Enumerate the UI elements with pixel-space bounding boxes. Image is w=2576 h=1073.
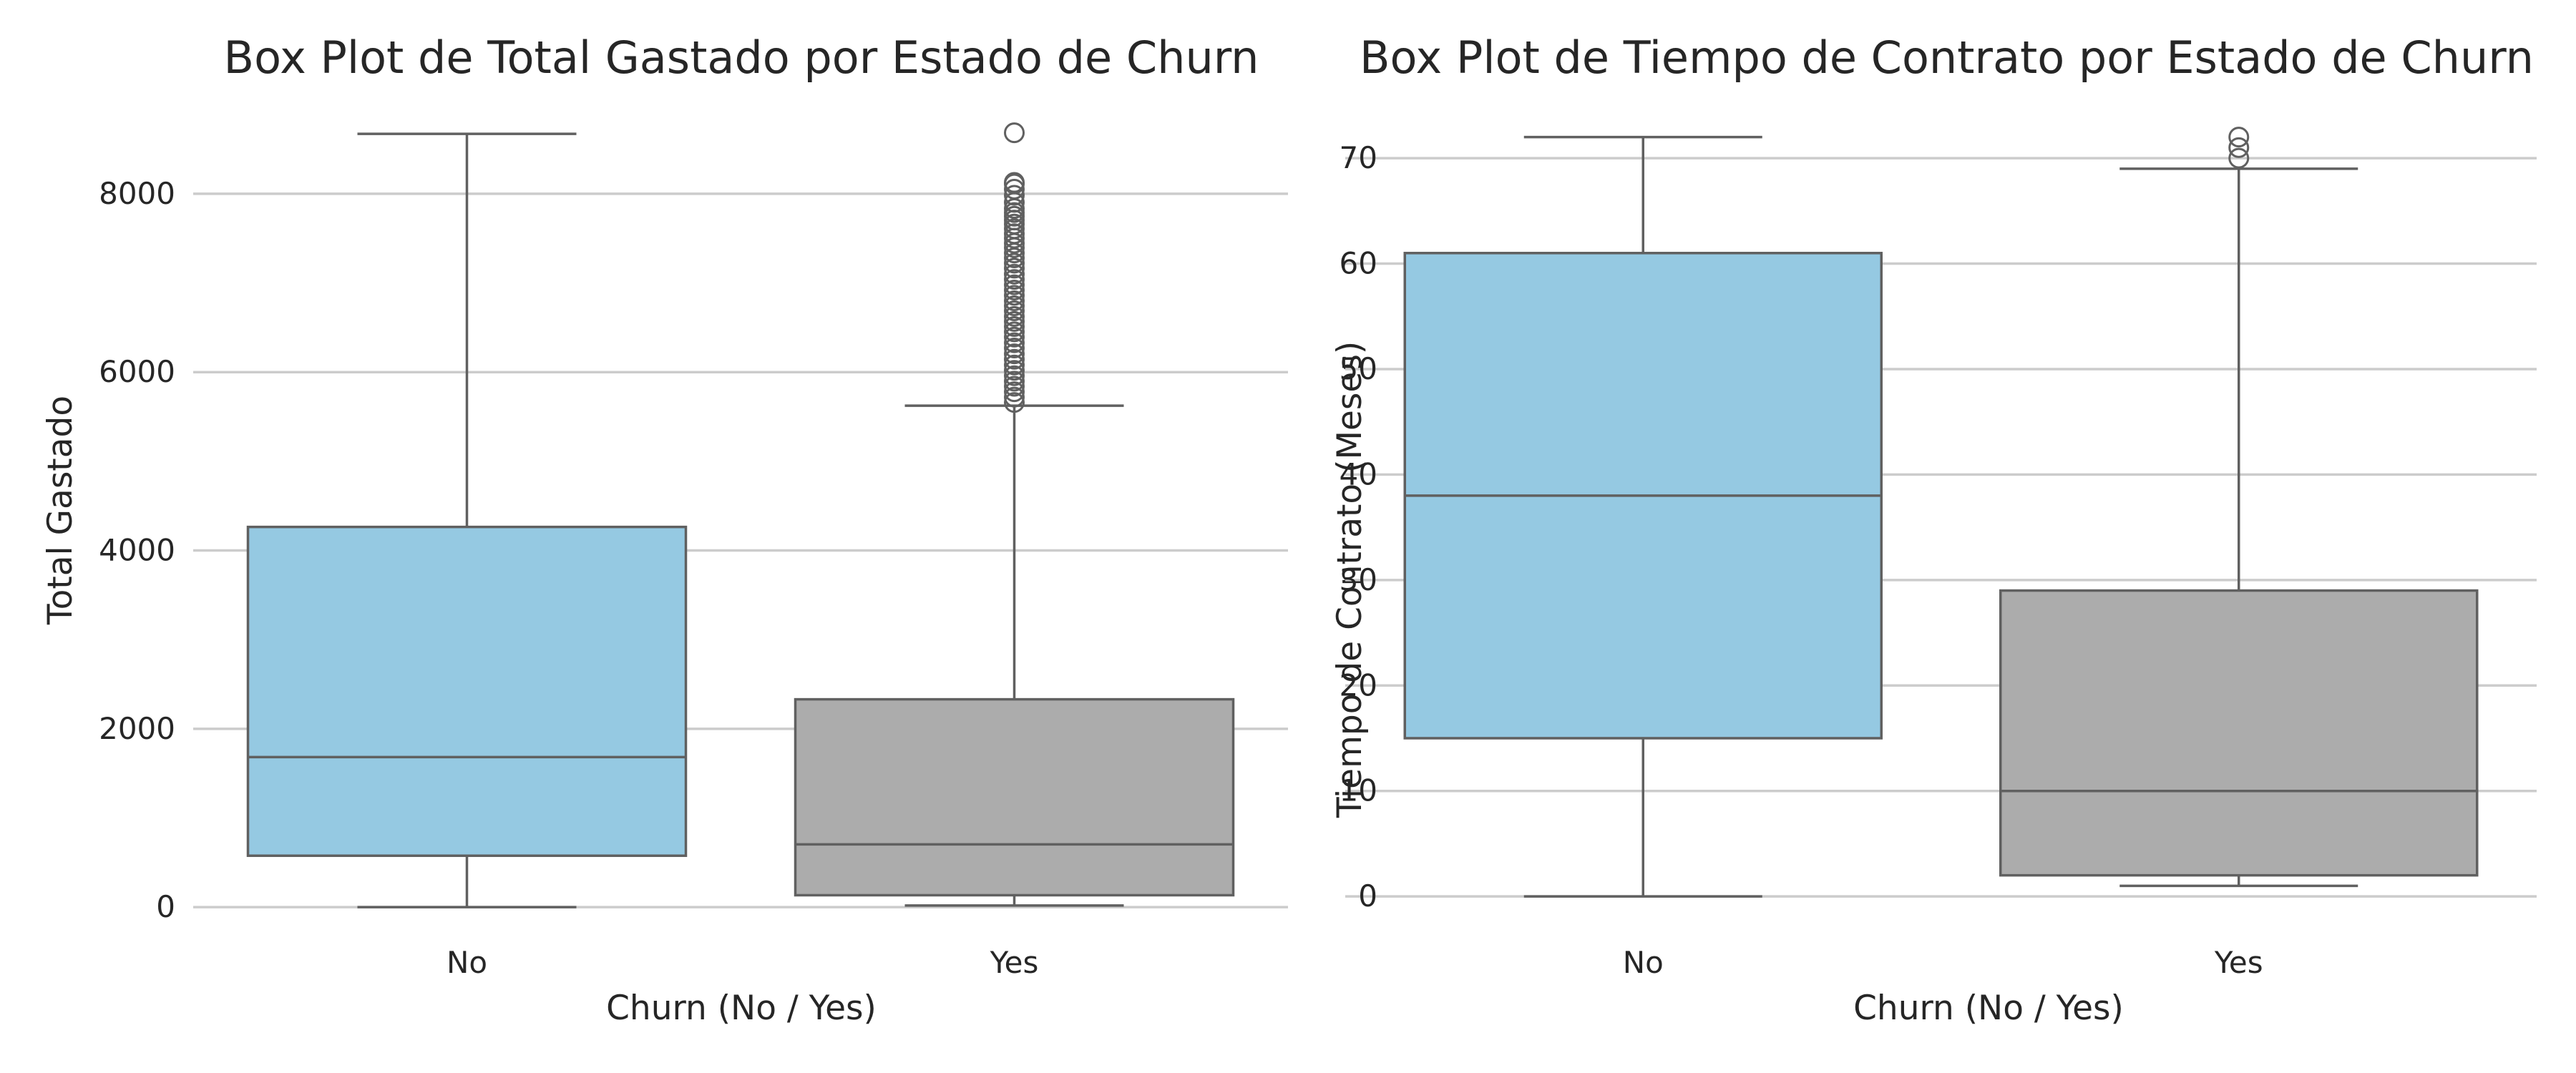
outlier-point bbox=[1004, 376, 1025, 397]
outlier-point bbox=[1004, 122, 1025, 144]
outlier-point bbox=[1004, 343, 1025, 365]
iqr-box bbox=[794, 697, 1235, 897]
x-axis-label: Churn (No / Yes) bbox=[606, 989, 877, 1028]
chart-title: Box Plot de Total Gastado por Estado de … bbox=[224, 31, 1259, 84]
x-tick-label: Yes bbox=[2214, 945, 2263, 980]
x-axis-label: Churn (No / Yes) bbox=[1853, 989, 2124, 1028]
outlier-point bbox=[2228, 147, 2250, 169]
outlier-point bbox=[1004, 371, 1025, 392]
outlier-point bbox=[1004, 280, 1025, 301]
chart-total-gastado: Box Plot de Total Gastado por Estado de … bbox=[41, 31, 1288, 1028]
outlier-point bbox=[1004, 332, 1025, 353]
y-tick-label: 4000 bbox=[99, 533, 175, 568]
outlier-point bbox=[1004, 258, 1025, 279]
y-tick-label: 60 bbox=[1340, 246, 1377, 281]
outlier-point bbox=[1004, 365, 1025, 386]
outlier-point bbox=[1004, 310, 1025, 332]
x-tick-label: No bbox=[1623, 945, 1664, 980]
y-tick-label: 0 bbox=[156, 889, 175, 924]
box-yes bbox=[1999, 127, 2479, 888]
y-tick-label: 10 bbox=[1340, 773, 1377, 808]
outlier-point bbox=[1004, 248, 1025, 269]
outlier-point bbox=[1004, 305, 1025, 327]
outlier-point bbox=[1004, 274, 1025, 295]
y-tick-label: 6000 bbox=[99, 354, 175, 389]
outlier-point bbox=[2228, 137, 2250, 158]
outlier-point bbox=[1004, 321, 1025, 343]
y-tick-label: 50 bbox=[1340, 351, 1377, 386]
box-no bbox=[246, 132, 688, 908]
box-yes bbox=[794, 122, 1235, 907]
y-tick-label: 70 bbox=[1340, 140, 1377, 175]
y-tick-label: 0 bbox=[1358, 878, 1377, 913]
outlier-point bbox=[1004, 300, 1025, 321]
outlier-point bbox=[1004, 185, 1025, 206]
outlier-point bbox=[2228, 127, 2250, 148]
outlier-point bbox=[1004, 360, 1025, 381]
outlier-point bbox=[1004, 381, 1025, 403]
outlier-point bbox=[1004, 242, 1025, 264]
chart-title: Box Plot de Tiempo de Contrato por Estad… bbox=[1360, 31, 2534, 84]
y-tick-label: 40 bbox=[1340, 456, 1377, 491]
y-tick-label: 8000 bbox=[99, 176, 175, 211]
y-tick-label: 2000 bbox=[99, 711, 175, 746]
x-tick-label: No bbox=[447, 945, 487, 980]
iqr-box bbox=[246, 525, 688, 858]
outlier-point bbox=[1004, 386, 1025, 408]
outlier-point bbox=[1004, 326, 1025, 348]
outlier-point bbox=[1004, 227, 1025, 249]
outlier-point bbox=[1004, 263, 1025, 285]
y-axis-label: Total Gastado bbox=[41, 396, 80, 625]
chart-tiempo-contrato: Box Plot de Tiempo de Contrato por Estad… bbox=[1330, 31, 2537, 1028]
outlier-point bbox=[1004, 316, 1025, 338]
outlier-point bbox=[1004, 295, 1025, 316]
outlier-point bbox=[1004, 269, 1025, 290]
iqr-box bbox=[1999, 589, 2479, 877]
y-tick-label: 30 bbox=[1340, 562, 1377, 597]
outlier-point bbox=[1004, 253, 1025, 274]
outlier-point bbox=[1004, 392, 1025, 413]
y-tick-label: 20 bbox=[1340, 667, 1377, 702]
outlier-point bbox=[1004, 348, 1025, 370]
outlier-point bbox=[1004, 290, 1025, 311]
outlier-point bbox=[1004, 354, 1025, 376]
outlier-point bbox=[1004, 237, 1025, 258]
x-tick-label: Yes bbox=[990, 945, 1039, 980]
box-no bbox=[1403, 135, 1883, 898]
outlier-point bbox=[1004, 338, 1025, 359]
outlier-point bbox=[1004, 285, 1025, 306]
